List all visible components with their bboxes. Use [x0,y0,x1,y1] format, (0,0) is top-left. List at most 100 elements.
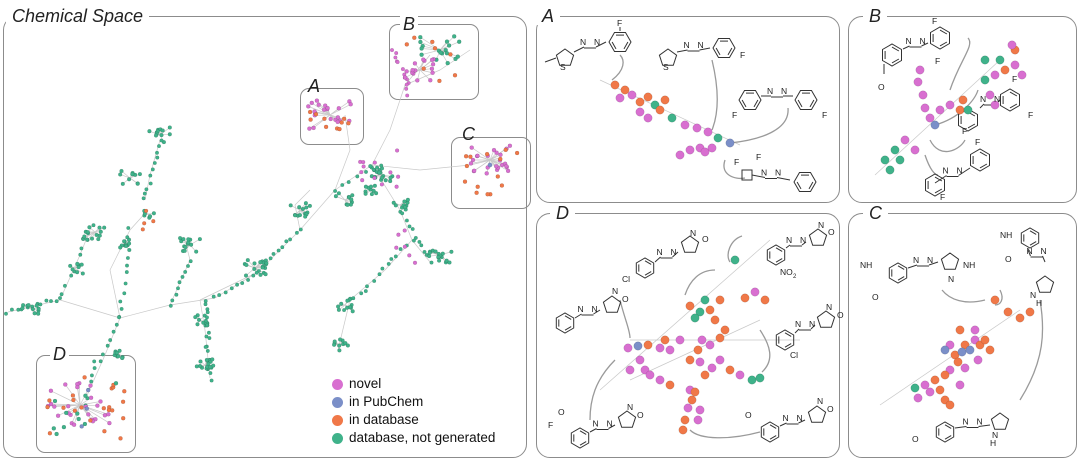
graph-node [294,230,299,235]
zoom-node [980,335,990,345]
graph-node [111,329,116,334]
graph-node [100,352,105,357]
nitrogen-label: N [817,396,823,406]
legend-swatch-database [332,414,343,426]
graph-node [448,52,453,57]
zoom-node [705,340,715,350]
graph-node [260,265,265,270]
graph-node [84,406,90,411]
graph-node [106,412,111,417]
cluster-edge [419,69,433,74]
graph-nodes [3,34,1035,441]
legend-swatch-not-generated [332,432,343,444]
bond [593,309,601,315]
graph-node [314,98,320,103]
graph-node [203,302,208,307]
graph-node [444,39,450,44]
zoom-node [680,415,690,425]
connector [929,139,966,153]
graph-node [44,298,49,303]
graph-node [475,184,480,190]
graph-node [263,272,268,277]
graph-node [404,42,409,47]
graph-node [195,322,200,327]
graph-node [336,304,341,309]
zoom-node [890,145,900,155]
zoom-node [725,365,735,375]
graph-node [123,281,128,286]
zoom-node [683,403,693,413]
graph-node [333,194,338,199]
skeleton-edge [344,114,351,151]
connector [1019,299,1044,401]
zoom-node [705,305,715,315]
nitrogen-label: N [795,319,801,329]
graph-node [332,342,337,347]
legend-swatch-novel [332,378,343,390]
double-bond [579,430,587,435]
graph-node [495,174,500,179]
double-bond [897,265,905,270]
graph-node [180,274,185,279]
graph-node [422,249,427,254]
graph-node [86,412,91,417]
graph-node [36,311,41,316]
graph-node [125,235,130,240]
oxygen-label: O [878,82,885,92]
double-bond [784,332,792,337]
legend-label-novel: novel [349,376,382,391]
graph-node [268,256,273,261]
graph-node [345,298,350,303]
graph-node [198,359,203,364]
cluster-edge [254,263,267,269]
graph-node [428,78,433,83]
zoom-node [660,95,670,105]
graph-node [361,160,366,165]
five-ring [555,48,575,66]
graph-node [185,264,190,269]
nitrogen-label: N [657,247,663,257]
graph-node [264,261,269,266]
zoom-node [945,400,955,410]
nitrogen-label: N [906,36,912,46]
cluster-edge [419,69,431,81]
zoom-node [700,370,710,380]
graph-node [462,179,468,184]
oxygen-label: O [828,227,835,237]
zoom-node [910,383,920,393]
panel-d-title: D [550,204,575,222]
graph-node [419,46,424,51]
graph-node [468,154,473,159]
nitrogen-label: N [786,235,792,245]
benzene-ring [1020,227,1040,249]
zoom-node [920,380,930,390]
graph-node [252,261,257,266]
benzene-ring [888,262,908,284]
graph-node [297,213,303,218]
double-bond [579,441,587,446]
oxygen-label: O [702,234,709,244]
graph-node [142,221,147,226]
benzene-ring [712,38,736,58]
graph-node [404,69,409,74]
nitrogen-label: N [957,166,963,176]
cluster-edge [329,104,351,116]
overview-label-d: D [50,345,69,363]
bond [928,261,939,266]
zoom-node [935,385,945,395]
cluster-edge [79,397,92,406]
nitrogen-label: N [927,255,933,265]
zoom-node [885,165,895,175]
graph-node [130,172,135,177]
zoom-node [915,65,925,75]
graph-node [411,238,416,243]
graph-node [120,355,125,361]
zoom-node [990,100,1000,110]
graph-node [251,273,256,278]
graph-node [284,239,289,244]
graph-node [469,145,474,150]
fluorine-label: F [822,110,827,120]
bond [801,241,807,246]
graph-node [484,171,489,176]
